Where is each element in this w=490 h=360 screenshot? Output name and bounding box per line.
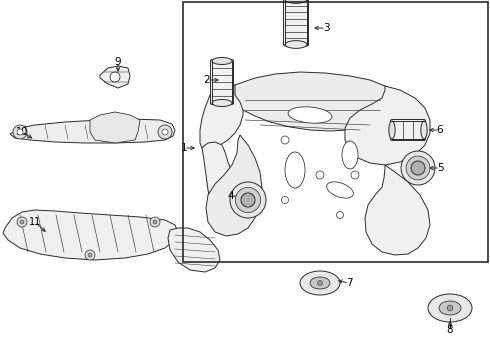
Polygon shape bbox=[90, 112, 140, 143]
Circle shape bbox=[406, 156, 430, 180]
Ellipse shape bbox=[288, 107, 332, 123]
Ellipse shape bbox=[439, 301, 461, 315]
Ellipse shape bbox=[389, 121, 395, 139]
Polygon shape bbox=[200, 84, 243, 148]
Circle shape bbox=[13, 125, 27, 139]
Circle shape bbox=[162, 129, 168, 135]
Ellipse shape bbox=[212, 99, 232, 107]
Circle shape bbox=[351, 171, 359, 179]
Text: 8: 8 bbox=[447, 325, 453, 335]
Ellipse shape bbox=[428, 294, 472, 322]
Text: 11: 11 bbox=[29, 217, 41, 227]
Text: 2: 2 bbox=[204, 75, 210, 85]
Polygon shape bbox=[235, 72, 398, 131]
Text: 3: 3 bbox=[323, 23, 329, 33]
Polygon shape bbox=[345, 86, 430, 165]
Circle shape bbox=[17, 217, 27, 227]
Circle shape bbox=[411, 161, 425, 175]
Ellipse shape bbox=[300, 271, 340, 295]
Circle shape bbox=[110, 72, 120, 82]
Text: 7: 7 bbox=[345, 278, 352, 288]
Polygon shape bbox=[3, 210, 178, 260]
Polygon shape bbox=[100, 66, 130, 88]
Ellipse shape bbox=[285, 0, 307, 3]
Ellipse shape bbox=[342, 141, 358, 169]
Text: 1: 1 bbox=[181, 143, 187, 153]
Bar bbox=[183, 2, 488, 262]
Circle shape bbox=[337, 211, 343, 219]
Polygon shape bbox=[202, 142, 238, 212]
Polygon shape bbox=[365, 165, 430, 255]
FancyBboxPatch shape bbox=[284, 0, 309, 46]
Circle shape bbox=[85, 250, 95, 260]
Text: 10: 10 bbox=[16, 127, 28, 137]
Text: 5: 5 bbox=[437, 163, 443, 173]
Ellipse shape bbox=[285, 152, 305, 188]
Text: 4: 4 bbox=[228, 191, 234, 201]
FancyBboxPatch shape bbox=[391, 120, 425, 140]
Circle shape bbox=[150, 217, 160, 227]
FancyBboxPatch shape bbox=[211, 59, 234, 104]
Polygon shape bbox=[168, 228, 220, 272]
Circle shape bbox=[20, 220, 24, 224]
Circle shape bbox=[318, 280, 322, 285]
Circle shape bbox=[281, 136, 289, 144]
Circle shape bbox=[17, 129, 23, 135]
Ellipse shape bbox=[327, 182, 353, 198]
Circle shape bbox=[158, 125, 172, 139]
Circle shape bbox=[153, 220, 157, 224]
Text: 6: 6 bbox=[437, 125, 443, 135]
Circle shape bbox=[88, 253, 92, 257]
Polygon shape bbox=[10, 119, 175, 143]
Text: 9: 9 bbox=[115, 57, 122, 67]
Circle shape bbox=[401, 151, 435, 185]
Circle shape bbox=[447, 305, 453, 311]
Ellipse shape bbox=[285, 41, 307, 48]
Circle shape bbox=[230, 182, 266, 218]
Polygon shape bbox=[206, 135, 262, 236]
Circle shape bbox=[235, 188, 261, 213]
Ellipse shape bbox=[421, 121, 427, 139]
Ellipse shape bbox=[212, 58, 232, 64]
Ellipse shape bbox=[310, 277, 330, 289]
Circle shape bbox=[316, 171, 324, 179]
Circle shape bbox=[241, 193, 255, 207]
Circle shape bbox=[281, 197, 289, 203]
